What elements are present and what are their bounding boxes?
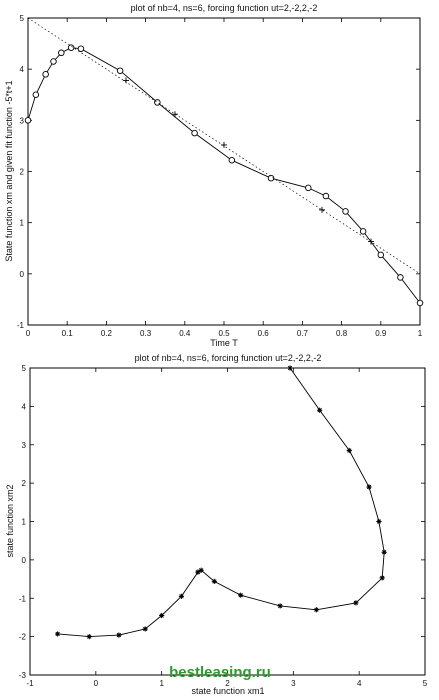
chart-2-star-marker xyxy=(379,575,385,581)
chart-2-xtick-label: 0 xyxy=(94,679,99,688)
chart-2-star-marker xyxy=(195,569,201,575)
chart-1-circle-marker xyxy=(416,299,424,307)
chart-1-circle-marker xyxy=(42,71,49,78)
chart-1-ytick-label: 3 xyxy=(20,116,25,125)
chart-2-xtick-label: 4 xyxy=(357,679,362,688)
chart-2-star-marker xyxy=(142,626,148,632)
chart-2-star-marker xyxy=(116,632,122,638)
chart-1-xtick-label: 0 xyxy=(26,329,31,338)
chart-1-circle-marker xyxy=(377,251,385,259)
chart-2-title: plot of nb=4, ns=6, forcing function ut=… xyxy=(135,353,322,363)
chart-1-xtick-label: 0.7 xyxy=(297,329,309,338)
chart-1-circle-marker xyxy=(305,184,312,192)
chart-2-ytick-label: 2 xyxy=(22,479,27,488)
chart-1-circle-marker xyxy=(50,58,57,65)
chart-2-series xyxy=(55,365,387,640)
chart-1-xtick-label: 0.8 xyxy=(336,329,348,338)
chart-2-star-marker xyxy=(211,578,217,584)
chart-1-xtick-label: 0.9 xyxy=(375,329,387,338)
chart-2-xtick-label: 2 xyxy=(225,679,230,688)
chart-1-ytick-label: 1 xyxy=(20,219,25,228)
chart-1-circle-marker xyxy=(32,91,40,98)
chart-2-frame xyxy=(29,367,426,676)
chart-2-ylabel: state function xm2 xyxy=(5,484,15,557)
chart-1-plus-marker xyxy=(221,141,227,148)
chart-1-ytick-label: 4 xyxy=(20,65,25,74)
chart-1-ytick-label: -1 xyxy=(17,321,25,330)
chart-1-plus-marker xyxy=(123,77,129,84)
chart-1-circle-marker xyxy=(24,117,32,124)
chart-2-ytick-label: 3 xyxy=(22,441,27,450)
chart-1-plus-marker xyxy=(172,111,178,118)
chart-1-circle-marker xyxy=(116,67,124,74)
chart-1: plot of nb=4, ns=6, forcing function ut=… xyxy=(4,3,424,348)
chart-2-star-marker xyxy=(277,603,283,609)
chart-1-series-line xyxy=(27,47,421,304)
chart-2-ytick-label: 4 xyxy=(22,402,27,411)
chart-2-star-marker xyxy=(159,612,165,619)
chart-2-xtick-label: -1 xyxy=(26,679,34,688)
chart-1-ylabel: State function xm and given fit function… xyxy=(4,80,14,261)
chart-1-xtick-label: 1 xyxy=(418,329,423,338)
chart-2-ytick-label: 5 xyxy=(22,364,27,373)
chart-2-xtick-label: 1 xyxy=(159,679,164,688)
chart-2-ytick-label: 1 xyxy=(22,518,27,527)
chart-1-xtick-label: 0.3 xyxy=(140,329,152,338)
chart-1-xtick-label: 0.4 xyxy=(179,329,191,338)
chart-1-xtick-label: 0.6 xyxy=(258,329,270,338)
chart-1-circle-marker xyxy=(67,44,75,51)
chart-2-star-marker xyxy=(346,447,352,454)
chart-2-xlabel: state function xm1 xyxy=(191,686,264,696)
chart-1-series xyxy=(24,17,424,307)
chart-2-star-marker xyxy=(353,600,359,606)
chart-2-xtick-label: 5 xyxy=(423,679,428,688)
chart-2-ytick-label: -1 xyxy=(19,594,27,603)
chart-1-plus-marker xyxy=(319,206,325,213)
chart-1-plus-marker xyxy=(368,238,374,245)
chart-1-ytick-label: 5 xyxy=(20,14,25,23)
chart-1-circle-marker xyxy=(77,45,85,52)
chart-2-star-marker xyxy=(313,607,319,613)
chart-2-star-marker xyxy=(55,631,61,637)
chart-1-frame xyxy=(27,17,421,326)
chart-1-xlabel: Time T xyxy=(210,338,238,348)
chart-2-star-marker xyxy=(287,365,293,371)
chart-2-star-marker xyxy=(381,549,387,555)
chart-1-circle-marker xyxy=(154,99,161,106)
chart-2: plot of nb=4, ns=6, forcing function ut=… xyxy=(5,353,428,696)
chart-1-circle-marker xyxy=(322,192,330,200)
chart-2-ticks: -1 0 1 2 3 4 5 -3 -2 -1 0 1 2 3 4 5 xyxy=(19,364,428,688)
chart-2-xtick-label: 3 xyxy=(291,679,296,688)
chart-2-series-line xyxy=(57,367,385,638)
chart-1-circle-marker xyxy=(191,129,198,137)
chart-2-star-marker xyxy=(86,634,92,640)
chart-2-star-marker xyxy=(198,567,204,573)
chart-1-xtick-label: 0.2 xyxy=(101,329,113,338)
chart-1-ytick-label: 0 xyxy=(20,270,25,279)
chart-1-circle-marker xyxy=(342,208,349,215)
watermark-text: bestleasing.ru xyxy=(169,664,271,681)
chart-1-circle-marker xyxy=(228,156,236,164)
chart-1-xtick-label: 0.5 xyxy=(218,329,230,338)
chart-1-circle-marker xyxy=(397,274,404,281)
chart-1-ytick-label: 2 xyxy=(20,168,25,177)
chart-2-star-marker xyxy=(376,518,382,525)
chart-2-star-marker xyxy=(317,407,323,413)
chart-2-ytick-label: 0 xyxy=(22,556,27,565)
chart-1-circle-marker xyxy=(359,228,367,235)
chart-1-xtick-label: 0.1 xyxy=(62,329,74,338)
chart-1-title: plot of nb=4, ns=6, forcing function ut=… xyxy=(131,3,318,13)
chart-2-ytick-label: -3 xyxy=(19,671,27,680)
chart-1-circle-marker xyxy=(58,49,65,57)
chart-2-star-marker xyxy=(366,484,372,490)
chart-2-star-marker xyxy=(178,593,185,599)
chart-2-star-marker xyxy=(238,592,244,598)
chart-2-ytick-label: -2 xyxy=(19,633,27,642)
